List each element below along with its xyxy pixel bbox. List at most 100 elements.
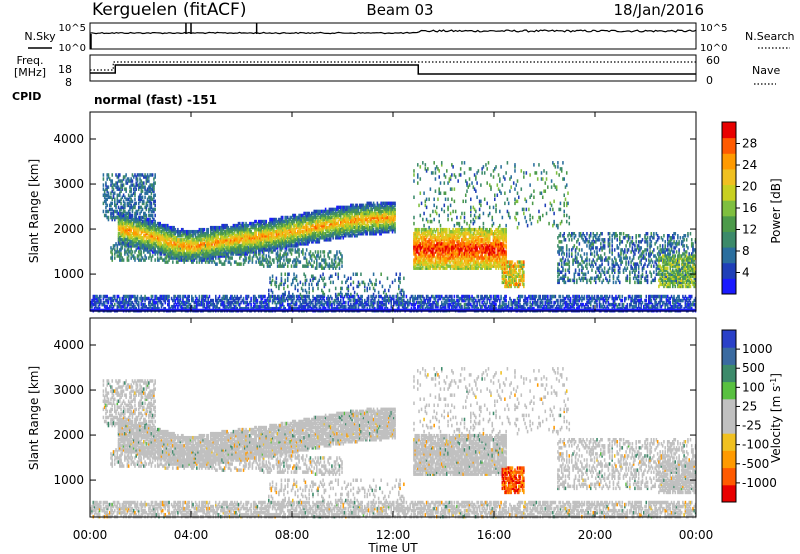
power-cell [304, 219, 307, 224]
power-cell [139, 199, 141, 204]
power-cell [319, 219, 322, 224]
power-cell [194, 250, 197, 254]
power-cell [236, 242, 239, 246]
power-cell [206, 229, 208, 234]
power-cell [247, 223, 250, 228]
power-cell [294, 284, 297, 289]
power-cell [143, 211, 145, 216]
power-cell [322, 227, 324, 232]
power-cell [280, 296, 283, 301]
power-cell [352, 294, 355, 299]
power-cell [360, 205, 362, 210]
power-cell [309, 221, 312, 226]
power-cell [269, 264, 271, 268]
power-cell [207, 234, 209, 238]
power-cell [317, 254, 319, 258]
power-cell [107, 191, 110, 195]
power-cell [280, 223, 283, 228]
power-cell [124, 231, 126, 236]
power-cell [173, 246, 175, 250]
power-cell [216, 304, 218, 309]
power-cell [357, 225, 360, 230]
power-cell [211, 244, 213, 248]
power-cell [129, 195, 131, 200]
power-cell [322, 294, 324, 299]
power-cell [126, 211, 129, 216]
power-cell [154, 181, 156, 185]
power-cell [167, 238, 169, 242]
power-cell [199, 236, 202, 240]
power-cell [207, 254, 209, 258]
power-cell [276, 296, 279, 301]
power-cell [150, 234, 153, 238]
power-cell [273, 234, 275, 238]
power-cell [255, 248, 257, 252]
power-cell [168, 244, 170, 248]
power-cell [127, 201, 130, 206]
power-cell [309, 262, 312, 266]
power-cell [144, 302, 146, 307]
power-cell [218, 248, 221, 252]
power-cell [120, 179, 122, 183]
power-cell [257, 250, 260, 254]
power-cell [290, 231, 293, 236]
power-cell [374, 229, 376, 234]
power-cell [132, 229, 135, 234]
power-cell [146, 199, 149, 204]
power-cell [188, 294, 191, 299]
power-cell [281, 221, 284, 226]
power-cell [207, 231, 209, 236]
power-cell [119, 236, 121, 240]
power-cell [371, 294, 374, 299]
power-cell [129, 223, 131, 228]
power-cell [257, 260, 260, 264]
power-cell [345, 280, 347, 285]
power-cell [280, 264, 283, 268]
power-cell [370, 298, 372, 303]
power-cell [167, 236, 169, 240]
power-cell [271, 227, 274, 232]
power-cell [317, 223, 319, 228]
power-cell [180, 227, 183, 232]
power-cell [299, 260, 302, 264]
power-cell [308, 260, 310, 264]
power-cell [143, 215, 145, 220]
power-cell [254, 234, 256, 238]
power-cell [212, 304, 215, 309]
power-cell [150, 236, 153, 240]
power-cell [337, 306, 340, 311]
power-cell [120, 221, 122, 226]
power-cell [168, 238, 170, 242]
power-cell [137, 205, 140, 210]
power-cell [237, 296, 240, 301]
power-cell [290, 225, 293, 230]
power-cell [365, 302, 367, 307]
power-cell [110, 250, 112, 254]
power-cell [281, 229, 284, 234]
power-cell [362, 207, 365, 212]
power-cell [304, 294, 307, 299]
power-cell [303, 298, 305, 303]
power-cell [312, 234, 314, 238]
power-cell [117, 300, 120, 305]
power-cell [178, 240, 180, 244]
power-cell [361, 300, 363, 305]
power-cell [358, 298, 361, 303]
power-cell [209, 256, 212, 260]
power-cell [116, 300, 119, 305]
power-cell [127, 227, 130, 232]
power-cell [145, 219, 148, 224]
power-cell [153, 300, 155, 305]
power-cell [132, 234, 135, 238]
power-cell [319, 302, 322, 307]
power-cell [127, 248, 130, 252]
power-cell [252, 248, 255, 252]
power-cell [159, 246, 161, 250]
power-cell [328, 207, 331, 212]
power-cell [317, 219, 319, 224]
power-cell [192, 258, 194, 262]
power-cell [280, 227, 283, 232]
power-cell [261, 219, 264, 224]
power-cell [305, 300, 308, 305]
power-cell [193, 231, 196, 236]
